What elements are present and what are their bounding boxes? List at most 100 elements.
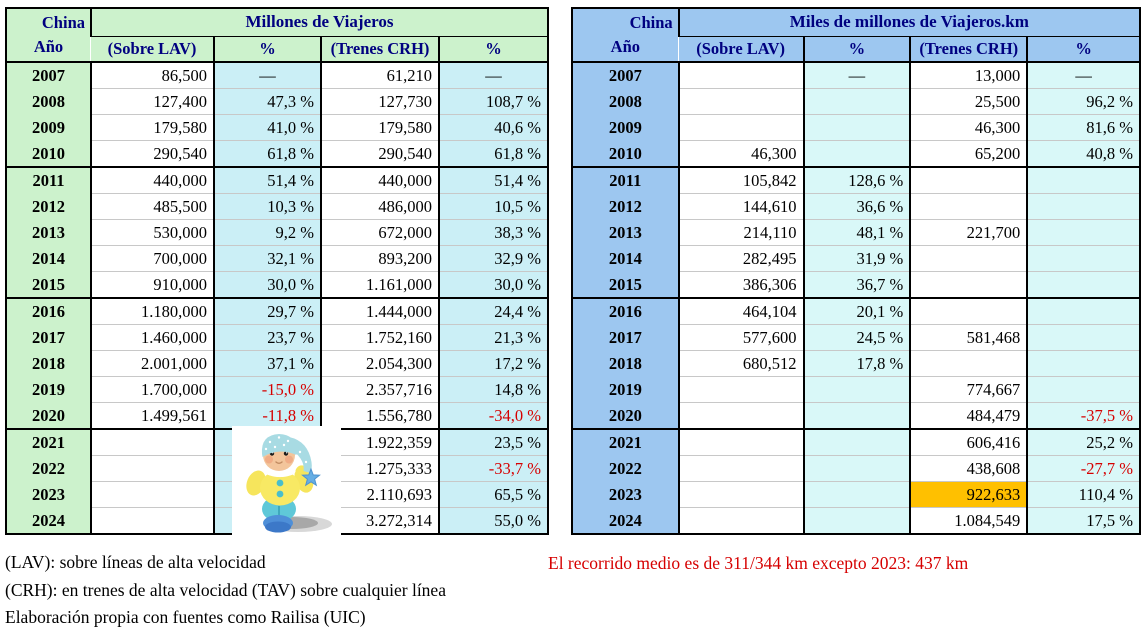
value-cell: 30,0 %: [438, 271, 548, 299]
value-cell: [677, 62, 804, 89]
value-cell: 486,000: [320, 193, 439, 220]
year-cell: 2022: [6, 455, 91, 482]
value-cell: 2.054,300: [320, 350, 439, 377]
value-cell: 32,1 %: [213, 245, 321, 272]
value-cell: 51,4 %: [438, 167, 548, 194]
year-cell: 2019: [6, 376, 91, 403]
value-cell: 530,000: [90, 219, 214, 246]
value-cell: 2.001,000: [90, 350, 214, 377]
value-cell: 65,200: [909, 140, 1028, 168]
value-cell: 61,8 %: [213, 140, 321, 168]
value-cell: 36,7 %: [802, 271, 911, 299]
table-row: 2017 577,600 24,5 % 581,468: [572, 324, 1140, 351]
value-cell: [1026, 245, 1140, 272]
year-cell: 2008: [572, 88, 679, 115]
value-cell: 282,495: [677, 245, 804, 272]
value-cell: [90, 429, 214, 456]
year-cell: 2012: [572, 193, 679, 220]
value-cell: 13,000: [909, 62, 1028, 89]
value-cell: [909, 271, 1028, 299]
value-cell: -33,7 %: [438, 455, 548, 482]
value-cell: 1.499,561: [90, 402, 214, 430]
table-row: 2019 1.700,000 -15,0 % 2.357,716 14,8 %: [6, 376, 548, 403]
value-cell: 10,3 %: [213, 193, 321, 220]
table-row: 2013 214,110 48,1 % 221,700: [572, 219, 1140, 246]
year-cell: 2016: [572, 298, 679, 325]
value-cell: 46,300: [677, 140, 804, 168]
year-cell: 2016: [6, 298, 91, 325]
value-cell: [1026, 271, 1140, 299]
value-cell: 893,200: [320, 245, 439, 272]
table-row: 2019 774,667: [572, 376, 1140, 403]
table-row: 2007 86,500—61,210—: [6, 62, 548, 89]
value-cell: 38,3 %: [438, 219, 548, 246]
table-row: 2022 438,608 -27,7 %: [572, 455, 1140, 482]
table-row: 2011 105,842 128,6 %: [572, 167, 1140, 194]
table-title: Miles de millones de Viajeros.km: [677, 8, 1140, 37]
value-cell: 1.556,780: [320, 402, 439, 430]
value-cell: 17,2 %: [438, 350, 548, 377]
year-cell: 2015: [6, 271, 91, 299]
value-cell: [802, 376, 911, 403]
value-cell: —: [438, 62, 548, 89]
value-cell: 105,842: [677, 167, 804, 194]
value-cell: 1.700,000: [90, 376, 214, 403]
value-cell: 25,2 %: [1026, 429, 1140, 456]
table-row: 2020 484,479 -37,5 %: [572, 402, 1140, 430]
column-header: %: [1026, 36, 1140, 63]
column-header: (Trenes CRH): [320, 36, 439, 63]
table-row: 2010 46,300 65,200 40,8 %: [572, 140, 1140, 168]
value-cell: -11,8 %: [213, 402, 321, 430]
value-cell: 1.084,549: [909, 507, 1028, 534]
value-cell: [909, 245, 1028, 272]
value-cell: [677, 376, 804, 403]
column-header: (Sobre LAV): [678, 36, 804, 63]
year-column-header: China Año: [572, 8, 679, 63]
value-cell: 86,500: [90, 62, 214, 89]
year-cell: 2010: [6, 140, 91, 168]
value-cell: 48,1 %: [802, 219, 911, 246]
value-cell: 179,580: [90, 114, 214, 141]
year-cell: 2024: [572, 507, 679, 534]
value-cell: 700,000: [90, 245, 214, 272]
year-cell: 2020: [572, 402, 679, 430]
value-cell: 1.752,160: [320, 324, 439, 351]
value-cell: [802, 507, 911, 534]
value-cell: [1026, 219, 1140, 246]
table-row: 2009 46,300 81,6 %: [572, 114, 1140, 141]
column-header: (Trenes CRH): [909, 36, 1028, 63]
year-cell: 2008: [6, 88, 91, 115]
value-cell: 96,2 %: [1026, 88, 1140, 115]
table-row: 2010 290,540 61,8 % 290,540 61,8 %: [6, 140, 548, 168]
value-cell: [677, 455, 804, 482]
value-cell: —: [802, 62, 911, 89]
year-cell: 2017: [6, 324, 91, 351]
value-cell: [1026, 324, 1140, 351]
table-row: 2014 282,495 31,9 %: [572, 245, 1140, 272]
value-cell: 14,8 %: [438, 376, 548, 403]
corner-year-label: Año: [33, 37, 64, 56]
value-cell: 606,416: [909, 429, 1028, 456]
value-cell: 1.180,000: [90, 298, 214, 325]
value-cell: 672,000: [320, 219, 439, 246]
value-cell: 128,6 %: [802, 167, 911, 194]
column-header: %: [438, 36, 548, 63]
table-row: 2021 606,416 25,2 %: [572, 429, 1140, 456]
value-cell: 774,667: [909, 376, 1028, 403]
corner-country-label: China: [41, 13, 85, 32]
value-cell: 36,6 %: [802, 193, 911, 220]
value-cell: 485,500: [90, 193, 214, 220]
table-row: 2016 464,104 20,1 %: [572, 298, 1140, 325]
doll-figurine-image: [232, 426, 341, 537]
value-cell: 31,9 %: [802, 245, 911, 272]
value-cell: 21,3 %: [438, 324, 548, 351]
year-cell: 2009: [572, 114, 679, 141]
value-cell: 61,8 %: [438, 140, 548, 168]
value-cell: [802, 429, 911, 456]
year-cell: 2007: [572, 62, 679, 89]
table-title: Millones de Viajeros: [90, 8, 548, 37]
value-cell: [802, 455, 911, 482]
value-cell: [802, 88, 911, 115]
doll-figurine-drawing: [246, 434, 332, 533]
